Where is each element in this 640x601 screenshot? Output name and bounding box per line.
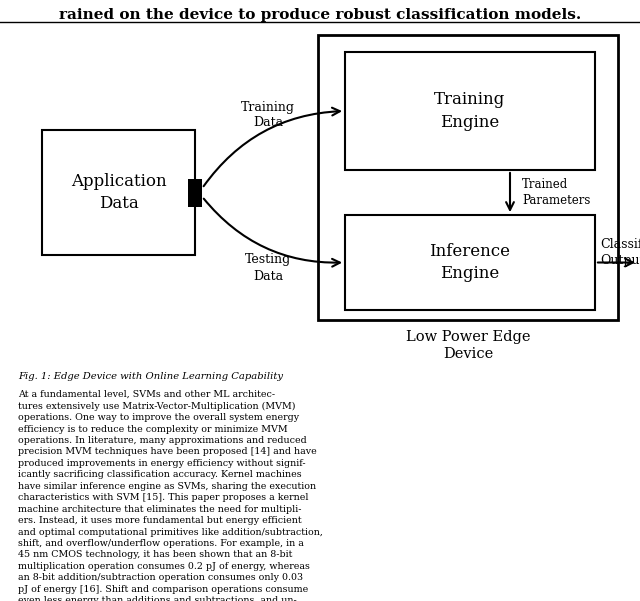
Text: Low Power Edge
Device: Low Power Edge Device [406, 330, 531, 361]
Bar [318, 35, 618, 320]
Text: Application
Data: Application Data [70, 173, 166, 212]
Text: At a fundamental level, SVMs and other ML architec-
tures extensively use Matrix: At a fundamental level, SVMs and other M… [18, 390, 323, 601]
Bar [42, 130, 195, 255]
Bar [345, 52, 595, 170]
Text: Inference
Engine: Inference Engine [429, 243, 511, 282]
Bar [188, 178, 202, 207]
Text: Fig. 1: Edge Device with Online Learning Capability: Fig. 1: Edge Device with Online Learning… [18, 372, 283, 381]
Text: Training
Engine: Training Engine [435, 91, 506, 130]
Text: Training
Data: Training Data [241, 100, 295, 129]
Text: Classification
Output: Classification Output [600, 238, 640, 267]
Text: Testing
Data: Testing Data [245, 254, 291, 282]
Text: Trained
Parameters: Trained Parameters [522, 178, 590, 207]
Bar [345, 215, 595, 310]
Text: rained on the device to produce robust classification models.: rained on the device to produce robust c… [59, 8, 581, 22]
